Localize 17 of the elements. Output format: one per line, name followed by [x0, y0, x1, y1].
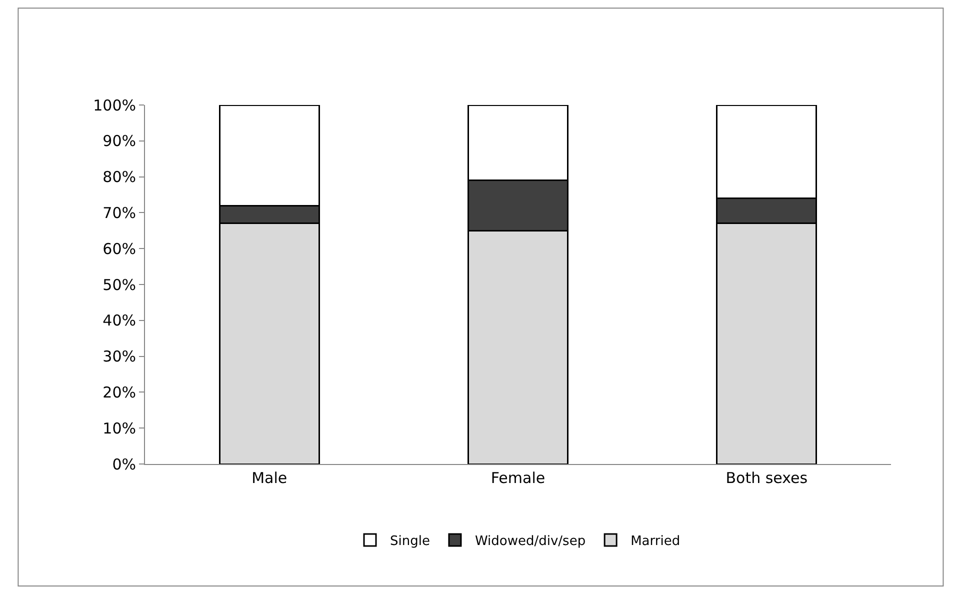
y-tick-label: 0% — [112, 455, 136, 474]
x-tick-label: Male — [252, 469, 288, 487]
legend-label: Widowed/div/sep — [474, 534, 586, 550]
y-tick-label: 100% — [93, 96, 136, 114]
x-tick-label: Female — [490, 469, 546, 487]
y-tick-label: 60% — [102, 240, 136, 258]
y-tick-label: 70% — [102, 204, 136, 222]
legend-label: Single — [390, 534, 430, 550]
y-tick-label: 20% — [102, 383, 136, 402]
y-tick-label: 80% — [102, 168, 136, 186]
y-tick-label: 30% — [102, 348, 136, 366]
legend-label: Married — [630, 534, 680, 550]
x-tick-label: Both sexes — [726, 469, 808, 487]
y-tick-label: 10% — [102, 419, 136, 438]
y-tick-label: 90% — [102, 132, 136, 150]
y-tick-label: 50% — [102, 276, 136, 294]
y-tick-label: 40% — [102, 312, 136, 330]
